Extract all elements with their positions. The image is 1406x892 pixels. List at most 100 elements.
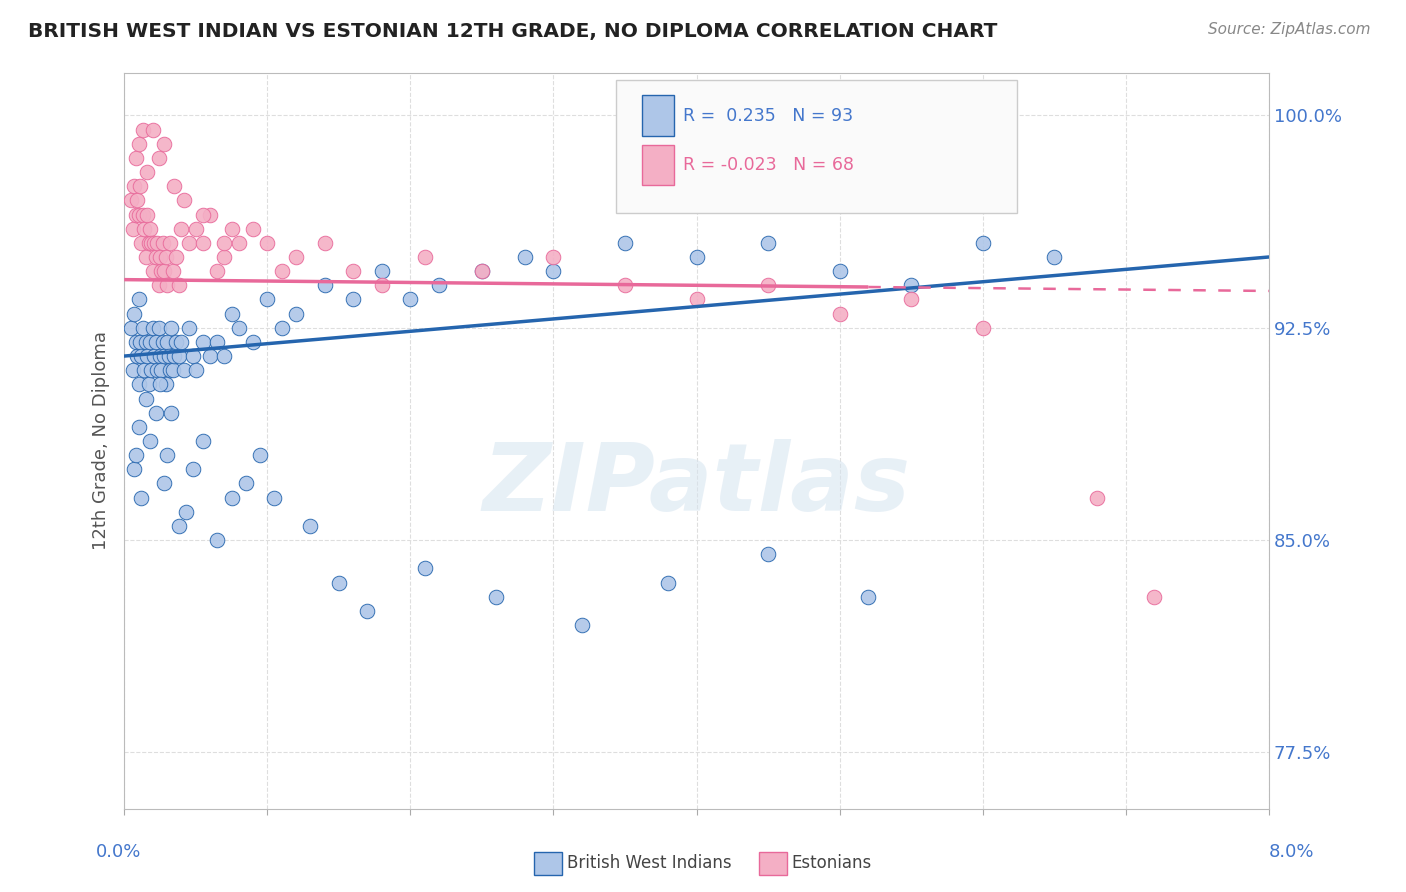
Point — [1143, 590, 1166, 604]
FancyBboxPatch shape — [616, 80, 1017, 213]
Point — [828, 307, 851, 321]
Point — [685, 250, 707, 264]
Point — [139, 434, 162, 448]
Point — [142, 264, 165, 278]
Point — [136, 165, 159, 179]
Point — [214, 235, 236, 250]
Point — [342, 264, 364, 278]
Point — [152, 235, 174, 250]
Point — [471, 264, 494, 278]
Point — [427, 278, 450, 293]
Point — [413, 250, 436, 264]
Point — [356, 604, 378, 618]
Point — [165, 250, 187, 264]
Point — [173, 194, 195, 208]
Point — [270, 264, 292, 278]
Point — [124, 151, 146, 165]
Point — [153, 264, 176, 278]
Point — [128, 420, 150, 434]
Text: 0.0%: 0.0% — [96, 843, 141, 861]
Point — [177, 235, 200, 250]
Point — [132, 320, 155, 334]
Point — [157, 349, 180, 363]
Point — [163, 349, 186, 363]
Point — [122, 307, 145, 321]
Point — [205, 334, 228, 349]
Point — [972, 320, 994, 334]
Y-axis label: 12th Grade, No Diploma: 12th Grade, No Diploma — [93, 332, 110, 550]
Point — [170, 334, 193, 349]
Point — [128, 207, 150, 221]
Point — [228, 320, 250, 334]
Point — [614, 235, 637, 250]
Point — [156, 448, 179, 462]
Point — [235, 476, 257, 491]
Point — [1085, 491, 1108, 505]
Point — [121, 363, 143, 377]
Bar — [641, 95, 673, 136]
Point — [614, 278, 637, 293]
Point — [256, 235, 278, 250]
Text: Source: ZipAtlas.com: Source: ZipAtlas.com — [1208, 22, 1371, 37]
Point — [146, 363, 169, 377]
Point — [198, 349, 221, 363]
Point — [314, 235, 336, 250]
Point — [131, 235, 153, 250]
Point — [256, 293, 278, 307]
Text: 8.0%: 8.0% — [1270, 843, 1315, 861]
Point — [314, 278, 336, 293]
Point — [270, 320, 292, 334]
Point — [150, 363, 173, 377]
Point — [342, 293, 364, 307]
Point — [146, 235, 169, 250]
Point — [159, 235, 181, 250]
Point — [121, 221, 143, 235]
Point — [135, 392, 157, 406]
Point — [174, 505, 197, 519]
Point — [143, 349, 166, 363]
Text: BRITISH WEST INDIAN VS ESTONIAN 12TH GRADE, NO DIPLOMA CORRELATION CHART: BRITISH WEST INDIAN VS ESTONIAN 12TH GRA… — [28, 22, 997, 41]
Point — [153, 136, 176, 151]
Point — [152, 334, 174, 349]
Point — [543, 250, 565, 264]
Point — [131, 491, 153, 505]
Point — [191, 207, 214, 221]
Point — [485, 590, 508, 604]
Point — [142, 122, 165, 136]
Point — [138, 377, 160, 392]
Point — [136, 207, 159, 221]
Point — [145, 250, 167, 264]
Point — [858, 590, 880, 604]
Point — [145, 334, 167, 349]
Point — [242, 334, 264, 349]
Point — [156, 334, 179, 349]
Point — [371, 264, 394, 278]
Point — [145, 406, 167, 420]
Point — [148, 151, 170, 165]
Point — [134, 221, 156, 235]
Point — [160, 320, 183, 334]
Point — [900, 293, 922, 307]
Point — [191, 334, 214, 349]
Point — [143, 235, 166, 250]
Point — [128, 293, 150, 307]
Text: R = -0.023   N = 68: R = -0.023 N = 68 — [683, 156, 853, 174]
Point — [149, 349, 172, 363]
Point — [142, 320, 165, 334]
Point — [471, 264, 494, 278]
Point — [685, 293, 707, 307]
Point — [163, 179, 186, 194]
Point — [900, 278, 922, 293]
Point — [160, 406, 183, 420]
Point — [124, 448, 146, 462]
Point — [184, 363, 207, 377]
Point — [228, 235, 250, 250]
Point — [135, 334, 157, 349]
Point — [657, 575, 679, 590]
Point — [191, 434, 214, 448]
Point — [120, 320, 142, 334]
Point — [299, 519, 322, 533]
Point — [162, 363, 184, 377]
Point — [167, 349, 190, 363]
Point — [205, 533, 228, 547]
